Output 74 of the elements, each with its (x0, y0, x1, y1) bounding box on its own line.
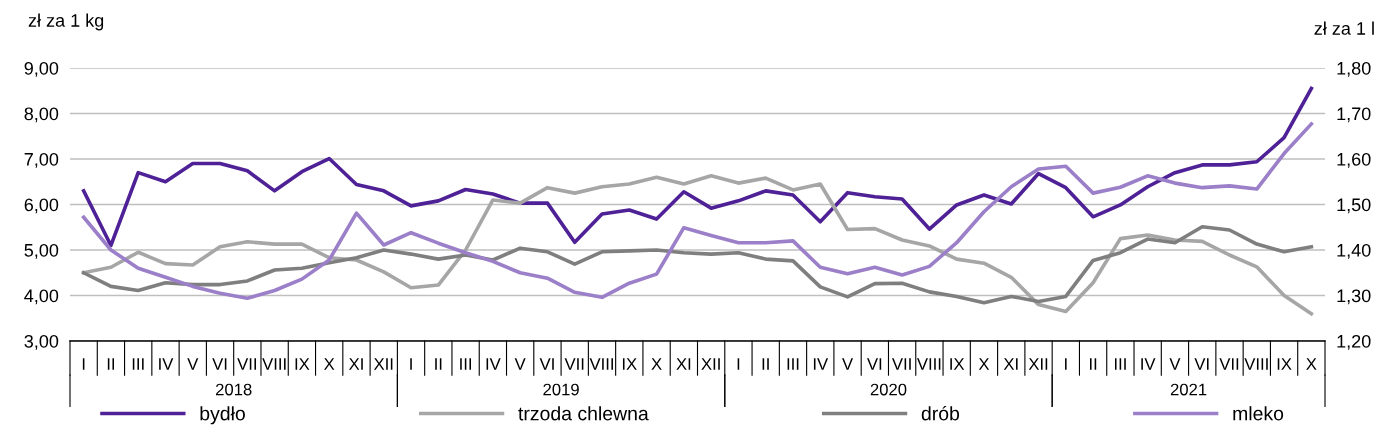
legend-label: trzoda chlewna (518, 406, 649, 421)
x-tick-label: IV (813, 358, 829, 370)
y2-tick-label: 1,40 (1337, 243, 1371, 259)
x-tick-label: III (460, 358, 472, 370)
line-series (81, 86, 1314, 248)
y2-tick-label: 1,20 (1337, 334, 1371, 350)
x-tick-label: VI (1194, 358, 1209, 370)
x-tick-label: V (842, 358, 854, 370)
x-tick-label: VI (212, 358, 227, 370)
x-tick-label: III (1114, 358, 1126, 370)
legend-label: drób (921, 405, 960, 421)
x-tick-label: I (1065, 358, 1067, 370)
x-tick-label: I (410, 358, 412, 370)
x-tick-label: XII (701, 358, 720, 370)
y-tick-label: 3,00 (24, 334, 59, 350)
x-tick-label: XII (1028, 358, 1048, 370)
x-tick-label: IX (622, 358, 637, 370)
x-tick-label: VII (564, 358, 584, 370)
legend-label: bydło (200, 406, 245, 425)
x-tick-label: X (651, 358, 662, 370)
y2-tick-label: 1,60 (1337, 152, 1371, 168)
x-tick-label: III (132, 358, 144, 370)
x-tick-label: VI (539, 358, 554, 370)
x-tick-label: VIII (916, 358, 941, 370)
text: 2021 (1170, 383, 1207, 396)
y-tick-label: 7,00 (24, 152, 59, 168)
x-tick-label: VI (867, 358, 882, 370)
x-tick-label: X (978, 358, 990, 370)
text: 2020 (870, 383, 907, 396)
x-tick-label: III (787, 358, 799, 370)
x-tick-label: VII (1219, 358, 1239, 370)
x-tick-label: IV (159, 358, 174, 370)
y2-tick-label: 1,30 (1337, 289, 1371, 305)
x-tick-label: IX (295, 358, 310, 370)
x-tick-label: II (762, 358, 769, 370)
x-tick-label: IV (1141, 358, 1156, 370)
x-tick-label: IX (950, 358, 965, 370)
x-tick-label: IV (486, 358, 501, 370)
x-tick-label: XI (348, 358, 363, 370)
x-tick-label: V (514, 358, 526, 370)
legend-label: mleko (1233, 406, 1284, 421)
y-tick-label: 8,00 (24, 107, 59, 123)
x-tick-label: XII (373, 358, 393, 370)
x-tick-label: X (1306, 358, 1317, 370)
x-tick-label: II (107, 358, 115, 370)
x-tick-label: IX (1277, 358, 1292, 370)
x-tick-label: VII (892, 358, 911, 370)
y2-tick-label: 1,70 (1337, 107, 1371, 123)
x-tick-label: V (1169, 358, 1181, 370)
line-series (81, 224, 1314, 305)
x-tick-label: XI (676, 358, 691, 370)
x-tick-label: V (187, 358, 199, 370)
x-tick-label: I (737, 358, 740, 370)
x-tick-label: VII (237, 358, 256, 370)
line-series (81, 174, 1314, 316)
x-tick-label: VIII (589, 358, 613, 370)
x-tick-label: VIII (262, 358, 286, 370)
y-tick-label: 6,00 (24, 198, 59, 214)
x-tick-label: I (82, 358, 85, 370)
line-series (81, 122, 1314, 301)
y-tick-label: 9,00 (24, 61, 59, 77)
y-axis-title: zł za 1 kg (28, 13, 104, 31)
x-tick-label: II (1090, 358, 1097, 370)
y2-tick-label: 1,50 (1337, 198, 1371, 214)
y-tick-label: 5,00 (24, 243, 59, 259)
x-tick-label: X (324, 358, 335, 370)
x-tick-label: VIII (1244, 358, 1268, 370)
text: 2018 (216, 383, 252, 396)
x-tick-label: XI (1003, 358, 1018, 370)
text: 2019 (543, 383, 579, 396)
y2-tick-label: 1,80 (1337, 61, 1371, 77)
y2-axis-title: zł za 1 l (1314, 21, 1374, 35)
y-tick-label: 4,00 (24, 289, 59, 305)
x-tick-label: II (435, 358, 442, 370)
